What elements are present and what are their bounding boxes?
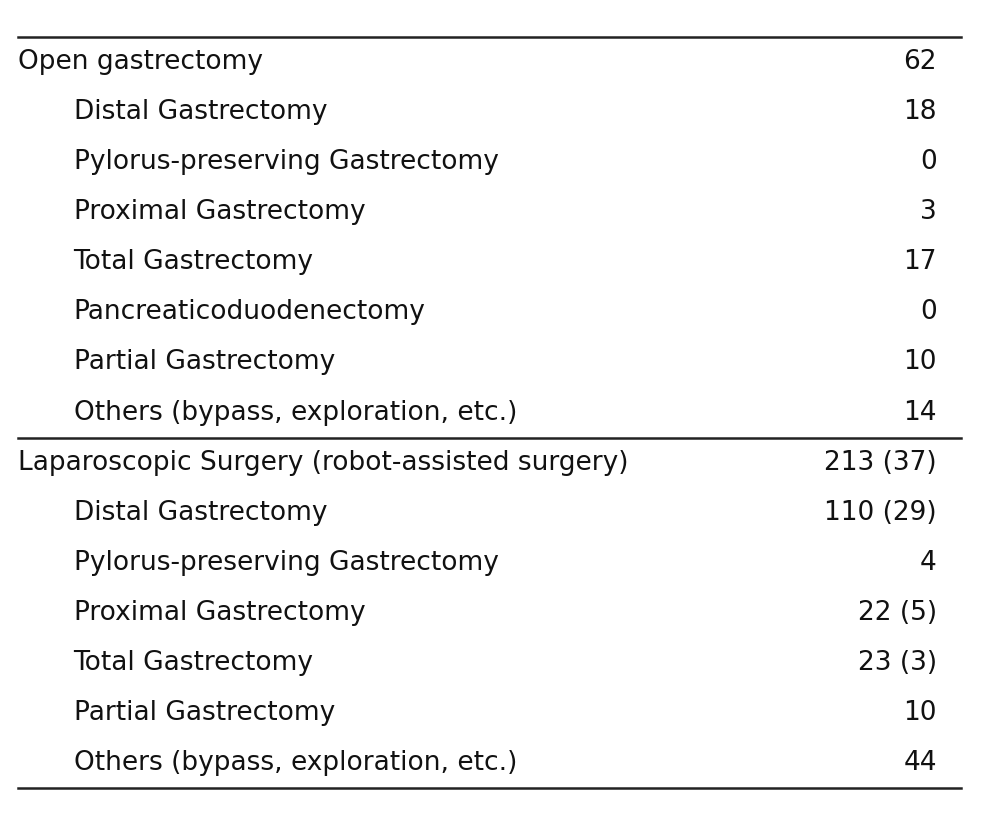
Text: Others (bypass, exploration, etc.): Others (bypass, exploration, etc.) [74, 400, 517, 426]
Text: 44: 44 [904, 750, 937, 776]
Text: 0: 0 [920, 149, 937, 175]
Text: 18: 18 [904, 99, 937, 125]
Text: Pylorus-preserving Gastrectomy: Pylorus-preserving Gastrectomy [74, 550, 498, 576]
Text: Proximal Gastrectomy: Proximal Gastrectomy [74, 600, 365, 626]
Text: Total Gastrectomy: Total Gastrectomy [74, 249, 314, 275]
Text: Pancreaticoduodenectomy: Pancreaticoduodenectomy [74, 299, 426, 325]
Text: Total Gastrectomy: Total Gastrectomy [74, 650, 314, 676]
Text: 23 (3): 23 (3) [857, 650, 937, 676]
Text: Partial Gastrectomy: Partial Gastrectomy [74, 350, 335, 376]
Text: 0: 0 [920, 299, 937, 325]
Text: 110 (29): 110 (29) [824, 500, 937, 526]
Text: 3: 3 [920, 199, 937, 225]
Text: Laparoscopic Surgery (robot-assisted surgery): Laparoscopic Surgery (robot-assisted sur… [18, 449, 628, 475]
Text: 213 (37): 213 (37) [824, 449, 937, 475]
Text: Distal Gastrectomy: Distal Gastrectomy [74, 99, 327, 125]
Text: 62: 62 [904, 49, 937, 75]
Text: 10: 10 [904, 350, 937, 376]
Text: Pylorus-preserving Gastrectomy: Pylorus-preserving Gastrectomy [74, 149, 498, 175]
Text: 10: 10 [904, 700, 937, 726]
Text: Open gastrectomy: Open gastrectomy [18, 49, 263, 75]
Text: 22 (5): 22 (5) [857, 600, 937, 626]
Text: 17: 17 [904, 249, 937, 275]
Text: 14: 14 [904, 400, 937, 426]
Text: 4: 4 [920, 550, 937, 576]
Text: Others (bypass, exploration, etc.): Others (bypass, exploration, etc.) [74, 750, 517, 776]
Text: Distal Gastrectomy: Distal Gastrectomy [74, 500, 327, 526]
Text: Partial Gastrectomy: Partial Gastrectomy [74, 700, 335, 726]
Text: Proximal Gastrectomy: Proximal Gastrectomy [74, 199, 365, 225]
